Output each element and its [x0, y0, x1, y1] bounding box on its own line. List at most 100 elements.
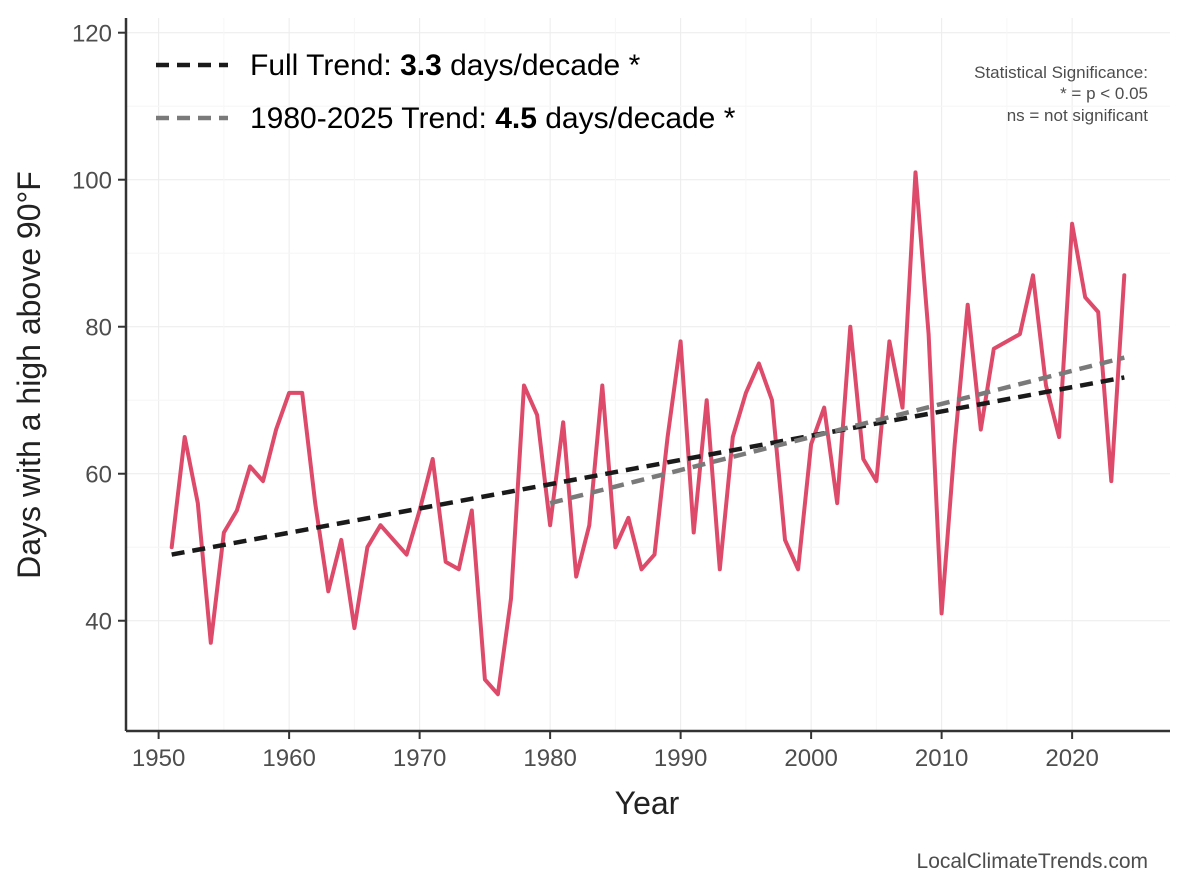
significance-line-2: ns = not significant: [1007, 106, 1149, 125]
significance-title: Statistical Significance:: [974, 63, 1148, 82]
legend-full-suffix: days/decade *: [442, 49, 641, 82]
data-point-1998: [783, 538, 787, 542]
data-point-1982: [574, 575, 578, 579]
data-point-2022: [1096, 310, 1100, 314]
data-point-1956: [235, 508, 239, 512]
data-point-2020: [1070, 222, 1074, 226]
data-point-1979: [535, 413, 539, 417]
data-point-2018: [1044, 384, 1048, 388]
significance-note: Statistical Significance: * = p < 0.05 n…: [974, 63, 1148, 125]
data-point-2019: [1057, 435, 1061, 439]
data-point-1987: [639, 567, 643, 571]
legend-recent-suffix: days/decade *: [537, 102, 736, 135]
data-point-2015: [1005, 339, 1009, 343]
data-point-1964: [339, 538, 343, 542]
data-point-2002: [835, 501, 839, 505]
source-credit: LocalClimateTrends.com: [917, 850, 1148, 873]
data-point-1972: [444, 560, 448, 564]
data-point-1961: [300, 391, 304, 395]
data-point-2007: [900, 406, 904, 410]
x-axis-title: Year: [615, 785, 680, 821]
data-point-2009: [927, 332, 931, 336]
y-axis-title: Days with a high above 90°F: [11, 171, 47, 579]
data-point-1981: [561, 420, 565, 424]
ticks: 1950 1960 1970 1980 1990 2000 2010 2020 40 60 80 10…: [72, 21, 1099, 772]
data-point-1959: [274, 428, 278, 432]
trend-line-recent: [549, 355, 1125, 506]
trend-line-full: [171, 375, 1125, 557]
grid: [126, 18, 1170, 731]
data-point-1989: [666, 435, 670, 439]
x-tick-label-2000: 2000: [784, 745, 837, 772]
data-point-2024: [1122, 273, 1126, 277]
data-point-1963: [326, 589, 330, 593]
data-point-2005: [874, 479, 878, 483]
data-point-1960: [287, 391, 291, 395]
data-point-1978: [522, 384, 526, 388]
x-tick-label-1950: 1950: [132, 745, 185, 772]
data-point-1984: [600, 384, 604, 388]
data-point-1965: [352, 626, 356, 630]
data-point-2008: [914, 170, 918, 174]
axes: [124, 18, 1170, 733]
data-point-2017: [1031, 273, 1035, 277]
data-point-1951: [170, 545, 174, 549]
data-point-1957: [248, 464, 252, 468]
y-tick-label-40: 40: [85, 609, 112, 636]
data-series: [169, 170, 1127, 697]
data-point-1985: [613, 545, 617, 549]
series-line-0: [169, 170, 1127, 697]
y-tick-label-80: 80: [85, 315, 112, 342]
data-point-1958: [261, 479, 265, 483]
data-point-1986: [626, 516, 630, 520]
data-point-1997: [770, 398, 774, 402]
legend: Full Trend: 3.3 days/decade * 1980-2025 …: [156, 49, 736, 135]
data-point-1971: [431, 457, 435, 461]
data-point-1993: [718, 567, 722, 571]
x-tick-label-1980: 1980: [523, 745, 576, 772]
data-point-2014: [992, 347, 996, 351]
data-point-1990: [679, 339, 683, 343]
y-tick-label-100: 100: [72, 168, 112, 195]
data-point-1974: [470, 508, 474, 512]
data-point-2001: [822, 406, 826, 410]
data-point-2012: [966, 303, 970, 307]
data-point-2011: [953, 442, 957, 446]
data-point-1952: [183, 435, 187, 439]
data-point-1999: [796, 567, 800, 571]
y-tick-label-60: 60: [85, 462, 112, 489]
data-point-1955: [222, 531, 226, 535]
x-tick-label-1960: 1960: [262, 745, 315, 772]
data-point-2013: [979, 428, 983, 432]
significance-line-1: * = p < 0.05: [1060, 84, 1148, 103]
data-point-2000: [809, 442, 813, 446]
legend-recent-value: 4.5: [495, 102, 537, 135]
trend-lines: [171, 355, 1125, 557]
data-point-2010: [940, 611, 944, 615]
legend-full-value: 3.3: [400, 49, 442, 82]
x-tick-label-2010: 2010: [915, 745, 968, 772]
data-point-1996: [757, 361, 761, 365]
y-tick-label-120: 120: [72, 21, 112, 48]
data-point-1980: [548, 523, 552, 527]
data-point-1994: [731, 435, 735, 439]
data-point-2021: [1083, 295, 1087, 299]
data-point-2023: [1109, 479, 1113, 483]
x-tick-label-2020: 2020: [1045, 745, 1098, 772]
x-tick-label-1990: 1990: [654, 745, 707, 772]
data-point-1953: [196, 501, 200, 505]
data-point-2004: [861, 457, 865, 461]
x-tick-label-1970: 1970: [393, 745, 446, 772]
data-point-1969: [405, 553, 409, 557]
data-point-2006: [887, 339, 891, 343]
data-point-1976: [496, 692, 500, 696]
data-point-1962: [313, 501, 317, 505]
data-point-1954: [209, 641, 213, 645]
data-point-1995: [744, 391, 748, 395]
legend-recent-prefix: 1980-2025 Trend:: [250, 102, 495, 135]
data-point-1992: [705, 398, 709, 402]
data-point-1967: [378, 523, 382, 527]
legend-full-trend-label: Full Trend: 3.3 days/decade *: [250, 49, 641, 82]
data-point-1983: [587, 523, 591, 527]
